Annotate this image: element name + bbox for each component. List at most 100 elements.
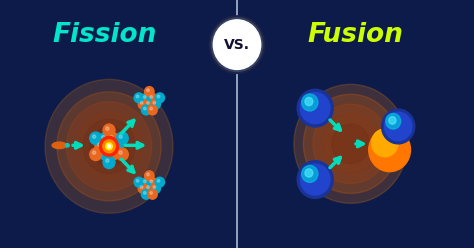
Circle shape [103,140,115,153]
Circle shape [138,99,147,109]
Circle shape [369,128,410,172]
Circle shape [119,135,122,138]
Circle shape [114,143,117,146]
Circle shape [116,148,128,160]
Circle shape [150,96,153,98]
Circle shape [297,89,333,127]
Circle shape [313,104,389,184]
Circle shape [141,93,151,103]
Ellipse shape [52,142,66,149]
Circle shape [107,148,119,160]
Circle shape [294,84,408,203]
Circle shape [145,87,154,96]
Circle shape [301,164,330,195]
Circle shape [153,186,155,188]
Circle shape [103,156,115,169]
Circle shape [99,148,111,160]
Circle shape [45,79,173,213]
Circle shape [136,179,139,182]
Circle shape [141,105,151,115]
Circle shape [305,169,313,177]
Circle shape [305,97,313,106]
Circle shape [157,95,160,98]
Circle shape [103,140,115,153]
Circle shape [108,145,110,148]
Circle shape [153,101,155,104]
Circle shape [302,94,318,111]
Circle shape [76,112,142,181]
Circle shape [107,133,119,145]
Circle shape [210,16,264,73]
Circle shape [213,20,261,69]
Circle shape [110,135,113,139]
Circle shape [92,151,96,154]
Circle shape [101,150,105,154]
Circle shape [101,135,105,139]
Circle shape [110,150,113,154]
Circle shape [382,109,415,144]
Circle shape [136,95,139,98]
Circle shape [144,180,146,183]
Circle shape [302,165,318,182]
Circle shape [145,99,154,109]
Circle shape [146,101,149,104]
Circle shape [146,186,149,188]
Circle shape [90,126,128,166]
Circle shape [134,93,144,103]
Circle shape [297,161,333,198]
Circle shape [103,124,115,136]
Circle shape [119,151,122,154]
Circle shape [211,18,263,71]
Circle shape [138,184,147,193]
Circle shape [99,133,111,145]
Circle shape [83,119,135,174]
Circle shape [98,143,101,146]
Circle shape [140,101,143,104]
Circle shape [332,124,370,164]
Circle shape [95,140,107,153]
Circle shape [150,191,153,194]
Circle shape [146,89,149,92]
Circle shape [301,93,330,124]
Circle shape [148,105,157,115]
Circle shape [148,189,157,199]
Ellipse shape [65,144,69,147]
Circle shape [144,96,146,98]
Circle shape [145,184,154,193]
Circle shape [303,94,398,193]
Circle shape [372,129,398,157]
Circle shape [144,191,146,194]
Circle shape [155,177,164,187]
Circle shape [90,148,102,160]
Circle shape [389,117,396,124]
Circle shape [66,102,152,191]
Circle shape [106,159,109,162]
Circle shape [141,189,151,199]
Circle shape [140,186,143,188]
Circle shape [90,132,102,145]
Text: VS.: VS. [224,38,250,52]
Circle shape [150,107,153,110]
Circle shape [151,99,160,109]
Circle shape [386,113,401,129]
Circle shape [57,92,161,201]
Circle shape [141,178,151,187]
Circle shape [106,127,109,130]
Circle shape [111,140,123,153]
Circle shape [145,171,154,181]
Circle shape [150,180,153,183]
Circle shape [322,114,379,174]
Circle shape [148,93,157,103]
Circle shape [92,135,96,138]
Circle shape [144,107,146,110]
Text: Fusion: Fusion [308,22,403,48]
Circle shape [116,132,128,145]
Circle shape [146,173,149,176]
Circle shape [151,184,160,193]
Circle shape [155,93,164,103]
Circle shape [134,177,144,187]
Text: Fission: Fission [52,22,156,48]
Circle shape [100,136,118,156]
Circle shape [106,143,112,150]
Circle shape [157,179,160,182]
